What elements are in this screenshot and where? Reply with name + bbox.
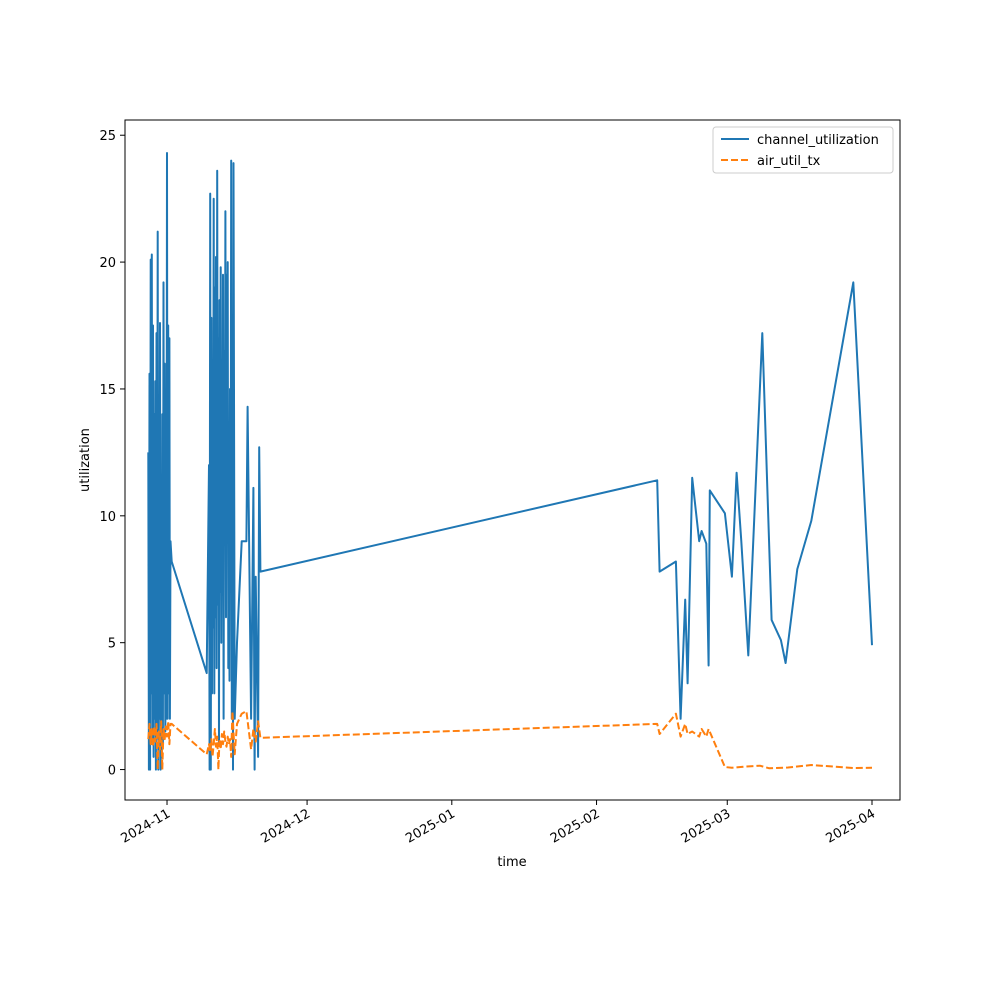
series-line-channel-utilization xyxy=(147,152,873,771)
y-axis: 0 5 10 15 20 25 xyxy=(99,129,125,779)
y-tick-label: 10 xyxy=(99,510,116,525)
y-axis-label: utilization xyxy=(78,428,93,492)
y-tick-label: 0 xyxy=(108,764,116,779)
x-axis-label: time xyxy=(497,855,526,870)
y-tick-label: 5 xyxy=(108,637,116,652)
legend-label-air-util-tx: air_util_tx xyxy=(757,154,821,169)
series-line-air-util-tx xyxy=(147,710,873,771)
plot-frame xyxy=(124,119,901,801)
legend-box xyxy=(712,126,894,174)
y-tick-label: 20 xyxy=(99,256,116,271)
legend: channel_utilization air_util_tx xyxy=(712,126,894,174)
y-tick-label: 15 xyxy=(99,383,116,398)
series-layer xyxy=(147,152,873,771)
y-tick-label: 25 xyxy=(99,129,116,144)
legend-label-channel-utilization: channel_utilization xyxy=(757,133,879,148)
